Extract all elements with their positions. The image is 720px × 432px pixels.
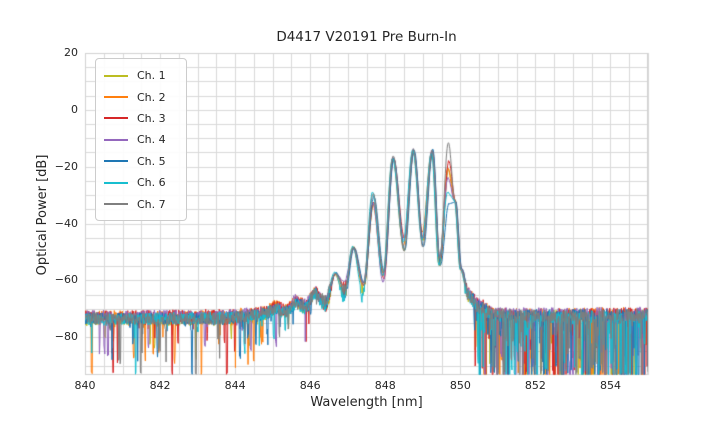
legend-item: Ch. 5 bbox=[104, 151, 178, 172]
chart-title: D4417 V20191 Pre Burn-In bbox=[276, 29, 457, 45]
legend-line-swatch bbox=[104, 181, 128, 184]
legend-item: Ch. 1 bbox=[104, 65, 178, 86]
y-tick-label: 0 bbox=[71, 102, 78, 116]
legend-label: Ch. 6 bbox=[137, 176, 166, 190]
y-tick-label: −40 bbox=[54, 216, 78, 230]
legend-item: Ch. 7 bbox=[104, 193, 178, 214]
legend-line-swatch bbox=[104, 160, 128, 163]
legend-label: Ch. 7 bbox=[137, 197, 166, 211]
legend-item: Ch. 3 bbox=[104, 108, 178, 129]
y-tick-label: −60 bbox=[54, 273, 78, 287]
legend-label: Ch. 1 bbox=[137, 69, 166, 83]
x-tick-label: 854 bbox=[599, 379, 621, 392]
x-tick-label: 846 bbox=[299, 379, 321, 392]
x-tick-label: 844 bbox=[224, 379, 246, 392]
legend-line-swatch bbox=[104, 96, 128, 99]
y-tick-label: −20 bbox=[54, 159, 78, 173]
legend-label: Ch. 3 bbox=[137, 111, 166, 125]
x-axis-label: Wavelength [nm] bbox=[310, 395, 423, 410]
x-tick-label: 852 bbox=[524, 379, 546, 392]
legend-item: Ch. 6 bbox=[104, 172, 178, 193]
legend-label: Ch. 4 bbox=[137, 133, 166, 147]
x-tick-label: 842 bbox=[149, 379, 171, 392]
legend-item: Ch. 2 bbox=[104, 86, 178, 107]
x-tick-label: 850 bbox=[449, 379, 471, 392]
legend: Ch. 1 Ch. 2 Ch. 3 Ch. 4 Ch. 5 Ch. 6 Ch. 7 bbox=[95, 58, 187, 221]
legend-line-swatch bbox=[104, 74, 128, 77]
legend-line-swatch bbox=[104, 117, 128, 120]
y-tick-label: −80 bbox=[54, 330, 78, 344]
legend-item: Ch. 4 bbox=[104, 129, 178, 150]
legend-line-swatch bbox=[104, 203, 128, 206]
legend-label: Ch. 2 bbox=[137, 90, 166, 104]
legend-line-swatch bbox=[104, 138, 128, 141]
legend-label: Ch. 5 bbox=[137, 154, 166, 168]
x-tick-label: 848 bbox=[374, 379, 396, 392]
x-tick-label: 840 bbox=[74, 379, 96, 392]
y-tick-label: 20 bbox=[64, 46, 78, 59]
